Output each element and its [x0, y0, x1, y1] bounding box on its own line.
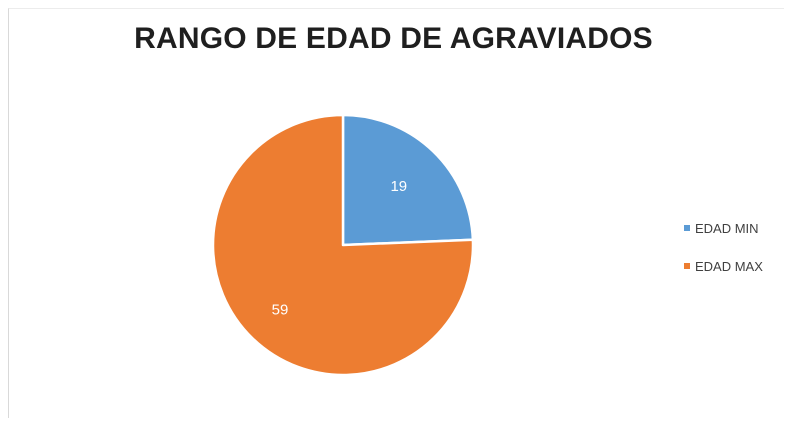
legend-item-edad-max: EDAD MAX — [684, 256, 763, 276]
legend-item-edad-min: EDAD MIN — [684, 218, 763, 238]
chart-title: RANGO DE EDAD DE AGRAVIADOS — [134, 22, 653, 55]
legend-label-edad-max: EDAD MAX — [695, 258, 763, 274]
pie-slice-edad-min — [341, 113, 475, 247]
legend-label-edad-min: EDAD MIN — [695, 220, 759, 236]
legend-swatch-edad-min — [684, 225, 690, 231]
chart-legend: EDAD MIN EDAD MAX — [684, 218, 763, 294]
data-label-edad-min: 19 — [390, 178, 407, 195]
legend-swatch-edad-max — [684, 263, 690, 269]
pie-slice-edad-max — [211, 113, 475, 377]
data-label-edad-max: 59 — [272, 302, 289, 319]
